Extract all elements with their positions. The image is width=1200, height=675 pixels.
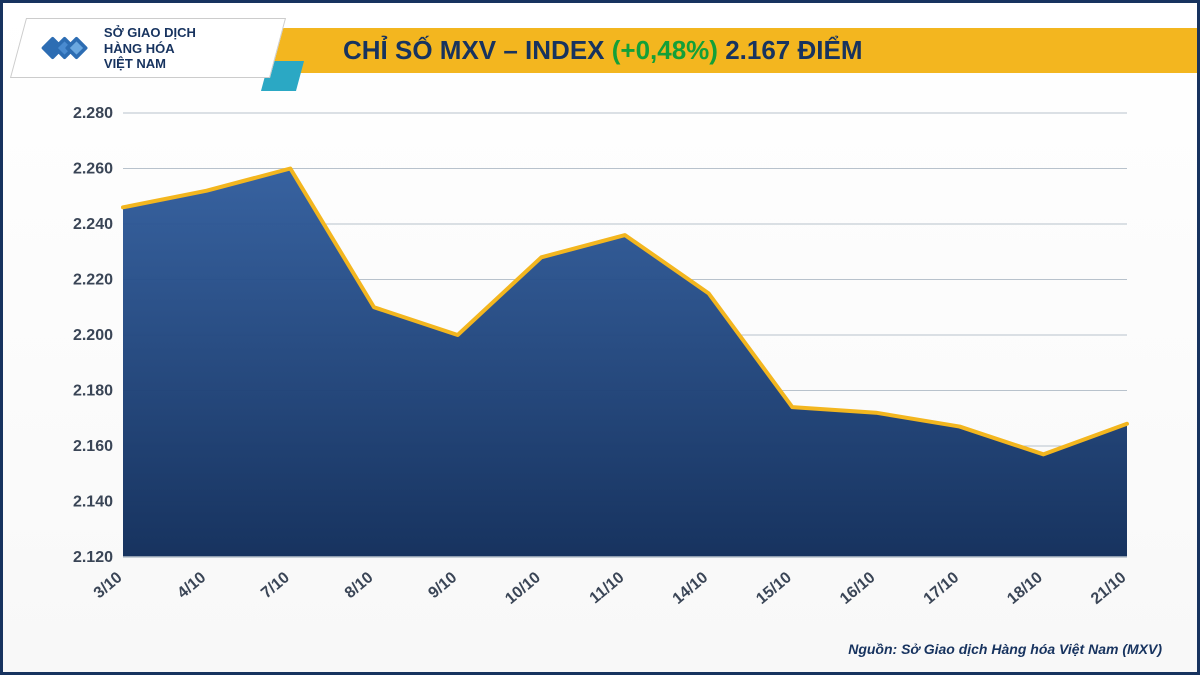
svg-text:2.140: 2.140 (73, 494, 113, 511)
header: CHỈ SỐ MXV – INDEX (+0,48%) 2.167 ĐIỂM S… (3, 3, 1197, 93)
chart-area: 2.120 2.140 2.160 2.180 2.200 2.220 2.240 2.260… (53, 103, 1167, 617)
svg-text:2.180: 2.180 (73, 383, 113, 400)
mxv-logo-icon (39, 28, 94, 68)
svg-text:4/10: 4/10 (174, 569, 209, 602)
svg-text:2.200: 2.200 (73, 327, 113, 344)
svg-text:9/10: 9/10 (425, 569, 460, 602)
svg-text:15/10: 15/10 (753, 569, 795, 608)
logo-line2: HÀNG HÓA (104, 40, 196, 56)
svg-text:14/10: 14/10 (670, 569, 712, 608)
svg-text:2.160: 2.160 (73, 438, 113, 455)
source-label: Nguồn: Sở Giao dịch Hàng hóa Việt Nam (M… (848, 641, 1162, 657)
title-text: CHỈ SỐ MXV – INDEX (+0,48%) 2.167 ĐIỂM (343, 35, 862, 66)
title-pct: (+0,48%) (612, 35, 718, 65)
svg-text:8/10: 8/10 (342, 569, 377, 602)
svg-text:10/10: 10/10 (502, 569, 544, 608)
svg-text:2.220: 2.220 (73, 272, 113, 289)
svg-text:21/10: 21/10 (1088, 569, 1130, 608)
title-bar: CHỈ SỐ MXV – INDEX (+0,48%) 2.167 ĐIỂM (213, 28, 1197, 73)
svg-text:3/10: 3/10 (91, 569, 126, 602)
area-chart: 2.120 2.140 2.160 2.180 2.200 2.220 2.240 2.260… (53, 103, 1167, 617)
svg-text:2.280: 2.280 (73, 105, 113, 122)
svg-text:17/10: 17/10 (921, 569, 963, 608)
svg-text:2.260: 2.260 (73, 161, 113, 178)
svg-text:2.120: 2.120 (73, 549, 113, 566)
svg-text:18/10: 18/10 (1004, 569, 1046, 608)
svg-text:7/10: 7/10 (258, 569, 293, 602)
logo-line3: VIỆT NAM (104, 56, 196, 72)
logo-line1: SỞ GIAO DỊCH (104, 25, 196, 41)
svg-text:11/10: 11/10 (587, 569, 628, 607)
svg-text:2.240: 2.240 (73, 216, 113, 233)
logo-text: SỞ GIAO DỊCH HÀNG HÓA VIỆT NAM (104, 25, 196, 72)
title-suffix: 2.167 ĐIỂM (718, 35, 863, 65)
logo-box: SỞ GIAO DỊCH HÀNG HÓA VIỆT NAM (10, 18, 286, 78)
chart-container: CHỈ SỐ MXV – INDEX (+0,48%) 2.167 ĐIỂM S… (0, 0, 1200, 675)
title-prefix: CHỈ SỐ MXV – INDEX (343, 35, 612, 65)
svg-text:16/10: 16/10 (837, 569, 879, 608)
